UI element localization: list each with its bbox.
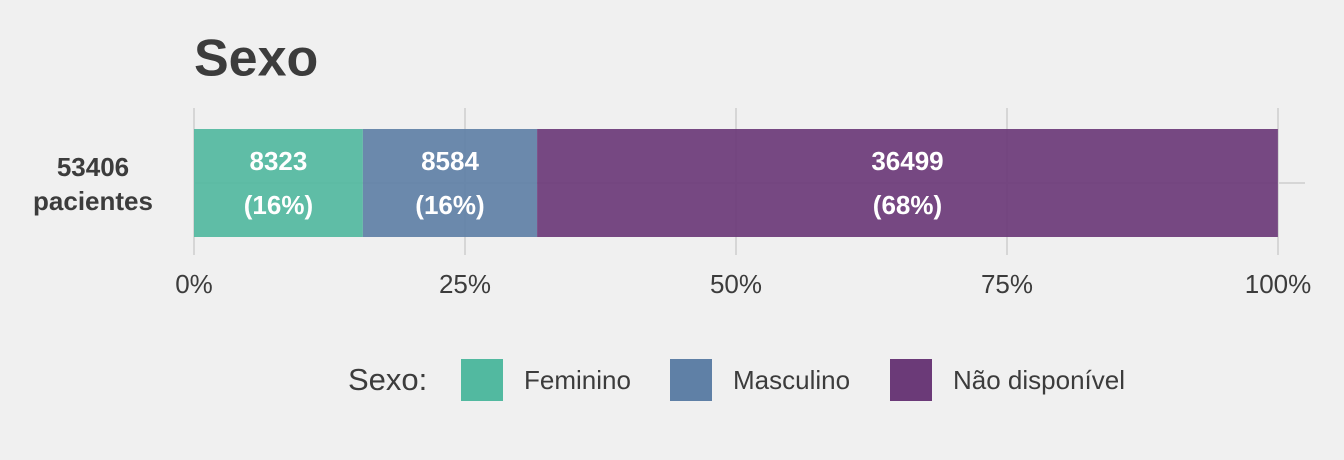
legend-label: Feminino [524,365,631,395]
x-tick-label: 50% [710,269,762,299]
x-tick-label: 25% [439,269,491,299]
data-label: 8584 [421,146,479,176]
data-label: (16%) [415,190,484,220]
data-label: (68%) [873,190,942,220]
x-tick-label: 75% [981,269,1033,299]
x-tick-label: 100% [1245,269,1312,299]
legend-title: Sexo: [348,362,427,397]
legend-label: Masculino [733,365,850,395]
data-label: 8323 [250,146,308,176]
legend-label: Não disponível [953,365,1125,395]
bar-segment [362,129,538,237]
bar-segment [194,129,363,237]
legend-swatch [890,359,932,401]
chart-title: Sexo [194,30,318,88]
legend-swatch [670,359,712,401]
y-tick-label: 53406 pacientes [33,152,153,216]
bar-segment [537,129,1278,237]
x-tick-label: 0% [175,269,213,299]
legend-swatch [461,359,503,401]
data-label: 36499 [871,146,943,176]
data-label: (16%) [244,190,313,220]
